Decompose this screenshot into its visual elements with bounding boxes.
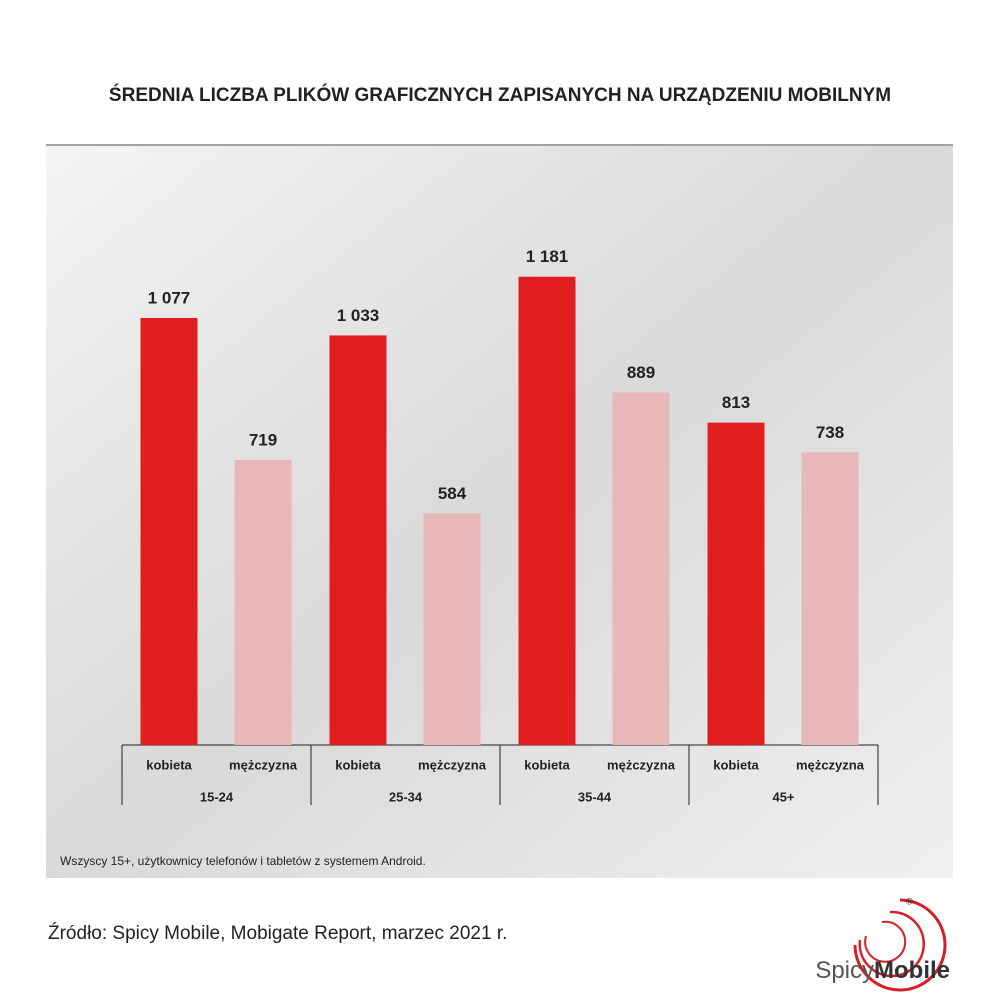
bar <box>707 422 765 745</box>
note: Wszyscy 15+, użytkownicy telefonów i tab… <box>60 854 426 868</box>
logo-text: SpicyMobile <box>815 957 950 984</box>
bar <box>423 513 481 745</box>
logo-arc <box>864 920 907 963</box>
chart-title: ŚREDNIA LICZBA PLIKÓW GRAFICZNYCH ZAPISA… <box>109 84 891 106</box>
bar <box>329 335 387 745</box>
series-label: mężczyzna <box>796 757 865 772</box>
series-label: kobieta <box>524 757 570 772</box>
bar <box>612 392 670 745</box>
logo-second: Mobile <box>874 957 950 984</box>
series-label: mężczyzna <box>418 757 487 772</box>
logo-arc <box>858 910 925 978</box>
source: Źródło: Spicy Mobile, Mobigate Report, m… <box>48 923 507 944</box>
value-label: 1 033 <box>337 306 380 325</box>
x-category-label: 45+ <box>772 789 794 804</box>
value-label: 889 <box>627 363 655 382</box>
value-label: 738 <box>816 423 844 442</box>
series-label: kobieta <box>335 757 381 772</box>
logo-mark: ® <box>906 896 913 906</box>
value-label: 584 <box>438 484 467 503</box>
bar <box>518 276 576 745</box>
bar <box>801 452 859 745</box>
series-label: kobieta <box>713 757 759 772</box>
bar <box>234 459 292 745</box>
series-label: mężczyzna <box>229 757 298 772</box>
x-category-label: 15-24 <box>200 789 234 804</box>
value-label: 1 077 <box>148 288 191 307</box>
value-label: 813 <box>722 393 750 412</box>
logo: ® SpicyMobile <box>815 896 950 992</box>
logo-first: Spicy <box>815 957 874 984</box>
logo-arc <box>853 898 947 992</box>
value-label: 719 <box>249 430 277 449</box>
x-category-label: 35-44 <box>578 789 612 804</box>
value-label: 1 181 <box>526 247 569 266</box>
series-label: kobieta <box>146 757 192 772</box>
x-category-label: 25-34 <box>389 789 423 804</box>
bar <box>140 317 198 745</box>
series-label: mężczyzna <box>607 757 676 772</box>
